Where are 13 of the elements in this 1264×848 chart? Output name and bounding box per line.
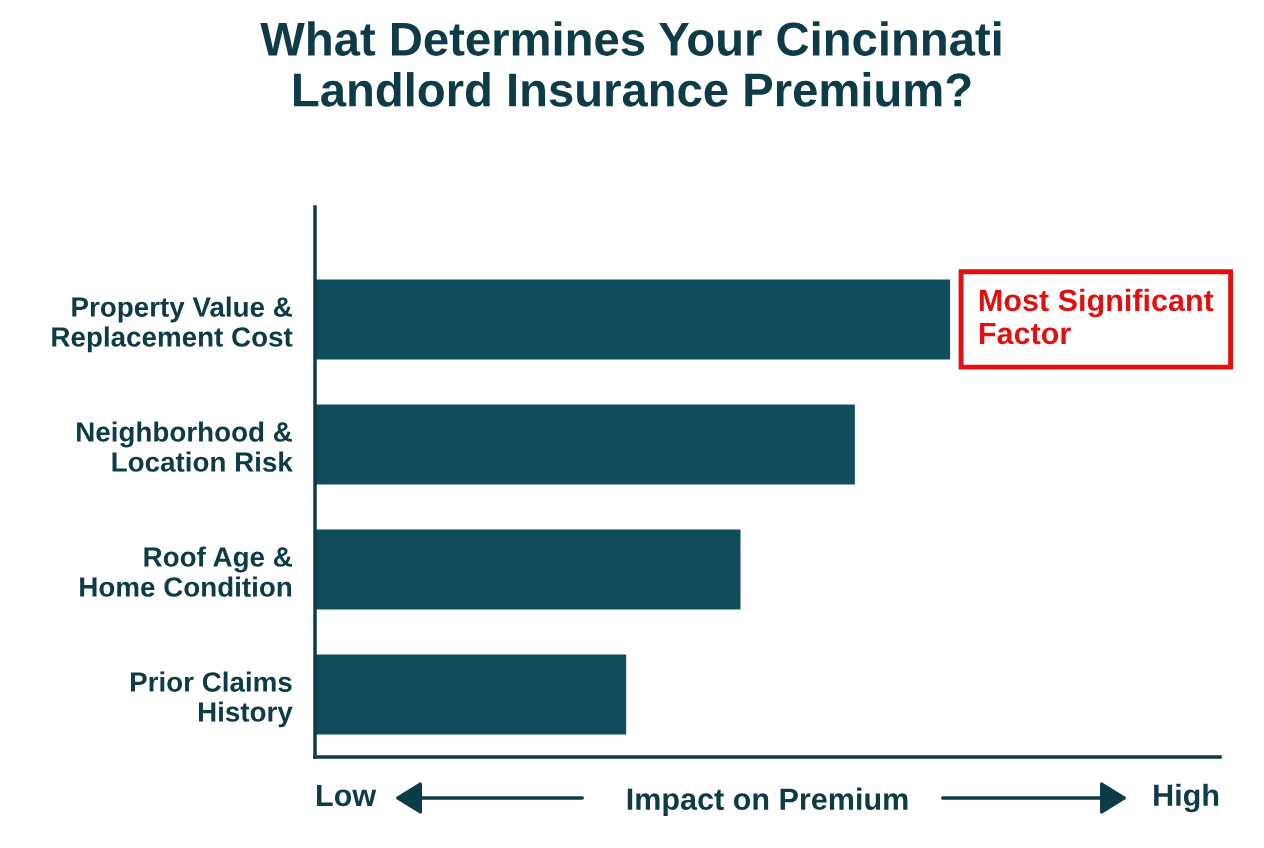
text: Low	[317, 784, 377, 807]
y-tick-label: Prior Claims History	[130, 671, 293, 728]
y-tick-label: Property Value & Replacement Cost	[52, 296, 293, 353]
bar	[315, 654, 627, 735]
y-tick-label: Roof Age & Home Condition	[80, 546, 292, 597]
text: High	[1154, 783, 1219, 813]
y-tick-label: Neighborhood & Location Risk	[77, 421, 293, 472]
x-axis-title: Impact on Premium	[627, 787, 908, 817]
chart-title: What Determines Your Cincinnati Landlord Insurance Premium?	[260, 21, 1001, 107]
bar	[315, 529, 741, 610]
bar	[315, 279, 951, 360]
bar	[315, 404, 855, 485]
annotation: Most Significant Factor	[979, 288, 1214, 345]
